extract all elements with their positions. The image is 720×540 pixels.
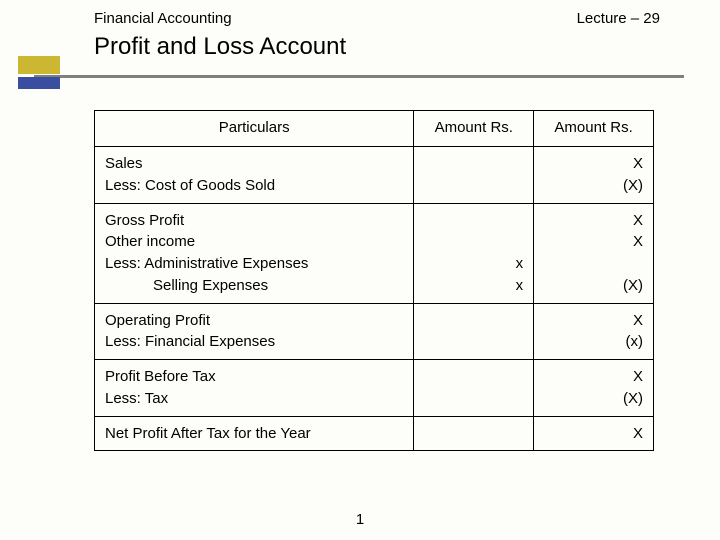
amount-2-cell: X(x) xyxy=(534,303,654,360)
amount-1-value xyxy=(420,388,523,410)
amount-2-value: X xyxy=(540,153,643,175)
amount-1-value xyxy=(420,331,523,353)
particulars-cell: Net Profit After Tax for the Year xyxy=(95,416,414,451)
particulars-line: Less: Administrative Expenses xyxy=(105,253,403,275)
particulars-line: Less: Cost of Goods Sold xyxy=(105,175,403,197)
accent-blue-block xyxy=(18,77,60,89)
amount-1-value xyxy=(420,310,523,332)
particulars-line: Operating Profit xyxy=(105,310,403,332)
amount-2-cell: X(X) xyxy=(534,360,654,417)
amount-2-value: (x) xyxy=(540,331,643,353)
particulars-line: Sales xyxy=(105,153,403,175)
amount-1-value xyxy=(420,366,523,388)
amount-2-value: (X) xyxy=(540,175,643,197)
amount-1-cell xyxy=(414,360,534,417)
table-row: Net Profit After Tax for the Year X xyxy=(95,416,654,451)
amount-2-cell: XX (X) xyxy=(534,203,654,303)
particulars-line: Selling Expenses xyxy=(105,275,403,297)
particulars-line: Less: Tax xyxy=(105,388,403,410)
amount-2-value: X xyxy=(540,366,643,388)
amount-1-value xyxy=(420,153,523,175)
particulars-line: Less: Financial Expenses xyxy=(105,331,403,353)
amount-1-cell: xx xyxy=(414,203,534,303)
table-row: Profit Before TaxLess: Tax X(X) xyxy=(95,360,654,417)
title-underline xyxy=(34,75,684,78)
amount-2-value: (X) xyxy=(540,388,643,410)
amount-2-cell: X(X) xyxy=(534,147,654,204)
amount-1-value xyxy=(420,231,523,253)
particulars-line: Other income xyxy=(105,231,403,253)
header-amount-1: Amount Rs. xyxy=(414,111,534,147)
table-row: Gross ProfitOther incomeLess: Administra… xyxy=(95,203,654,303)
header-row: Financial Accounting Lecture – 29 xyxy=(0,0,720,27)
amount-1-cell xyxy=(414,303,534,360)
amount-1-cell xyxy=(414,416,534,451)
amount-2-value: (X) xyxy=(540,275,643,297)
amount-1-value: x xyxy=(420,253,523,275)
amount-2-cell: X xyxy=(534,416,654,451)
amount-2-value: X xyxy=(540,231,643,253)
particulars-cell: Gross ProfitOther incomeLess: Administra… xyxy=(95,203,414,303)
page-number: 1 xyxy=(0,511,720,528)
amount-1-value: x xyxy=(420,275,523,297)
table-header-row: Particulars Amount Rs. Amount Rs. xyxy=(95,111,654,147)
amount-2-value: X xyxy=(540,423,643,445)
amount-1-value xyxy=(420,175,523,197)
amount-1-value xyxy=(420,210,523,232)
amount-1-value xyxy=(420,423,523,445)
particulars-cell: Profit Before TaxLess: Tax xyxy=(95,360,414,417)
particulars-cell: Operating ProfitLess: Financial Expenses xyxy=(95,303,414,360)
profit-loss-table: Particulars Amount Rs. Amount Rs. SalesL… xyxy=(94,110,654,451)
lecture-number: Lecture – 29 xyxy=(577,10,660,27)
amount-2-value: X xyxy=(540,310,643,332)
slide-title: Profit and Loss Account xyxy=(0,27,720,61)
header-amount-2: Amount Rs. xyxy=(534,111,654,147)
slide: Financial Accounting Lecture – 29 Profit… xyxy=(0,0,720,540)
table-row: SalesLess: Cost of Goods Sold X(X) xyxy=(95,147,654,204)
amount-1-cell xyxy=(414,147,534,204)
accent-yellow-block xyxy=(18,56,60,74)
amount-2-value xyxy=(540,253,643,275)
course-name: Financial Accounting xyxy=(94,10,232,27)
particulars-line: Gross Profit xyxy=(105,210,403,232)
particulars-cell: SalesLess: Cost of Goods Sold xyxy=(95,147,414,204)
particulars-line: Profit Before Tax xyxy=(105,366,403,388)
particulars-line: Net Profit After Tax for the Year xyxy=(105,423,403,445)
table-row: Operating ProfitLess: Financial Expenses… xyxy=(95,303,654,360)
amount-2-value: X xyxy=(540,210,643,232)
header-particulars: Particulars xyxy=(95,111,414,147)
